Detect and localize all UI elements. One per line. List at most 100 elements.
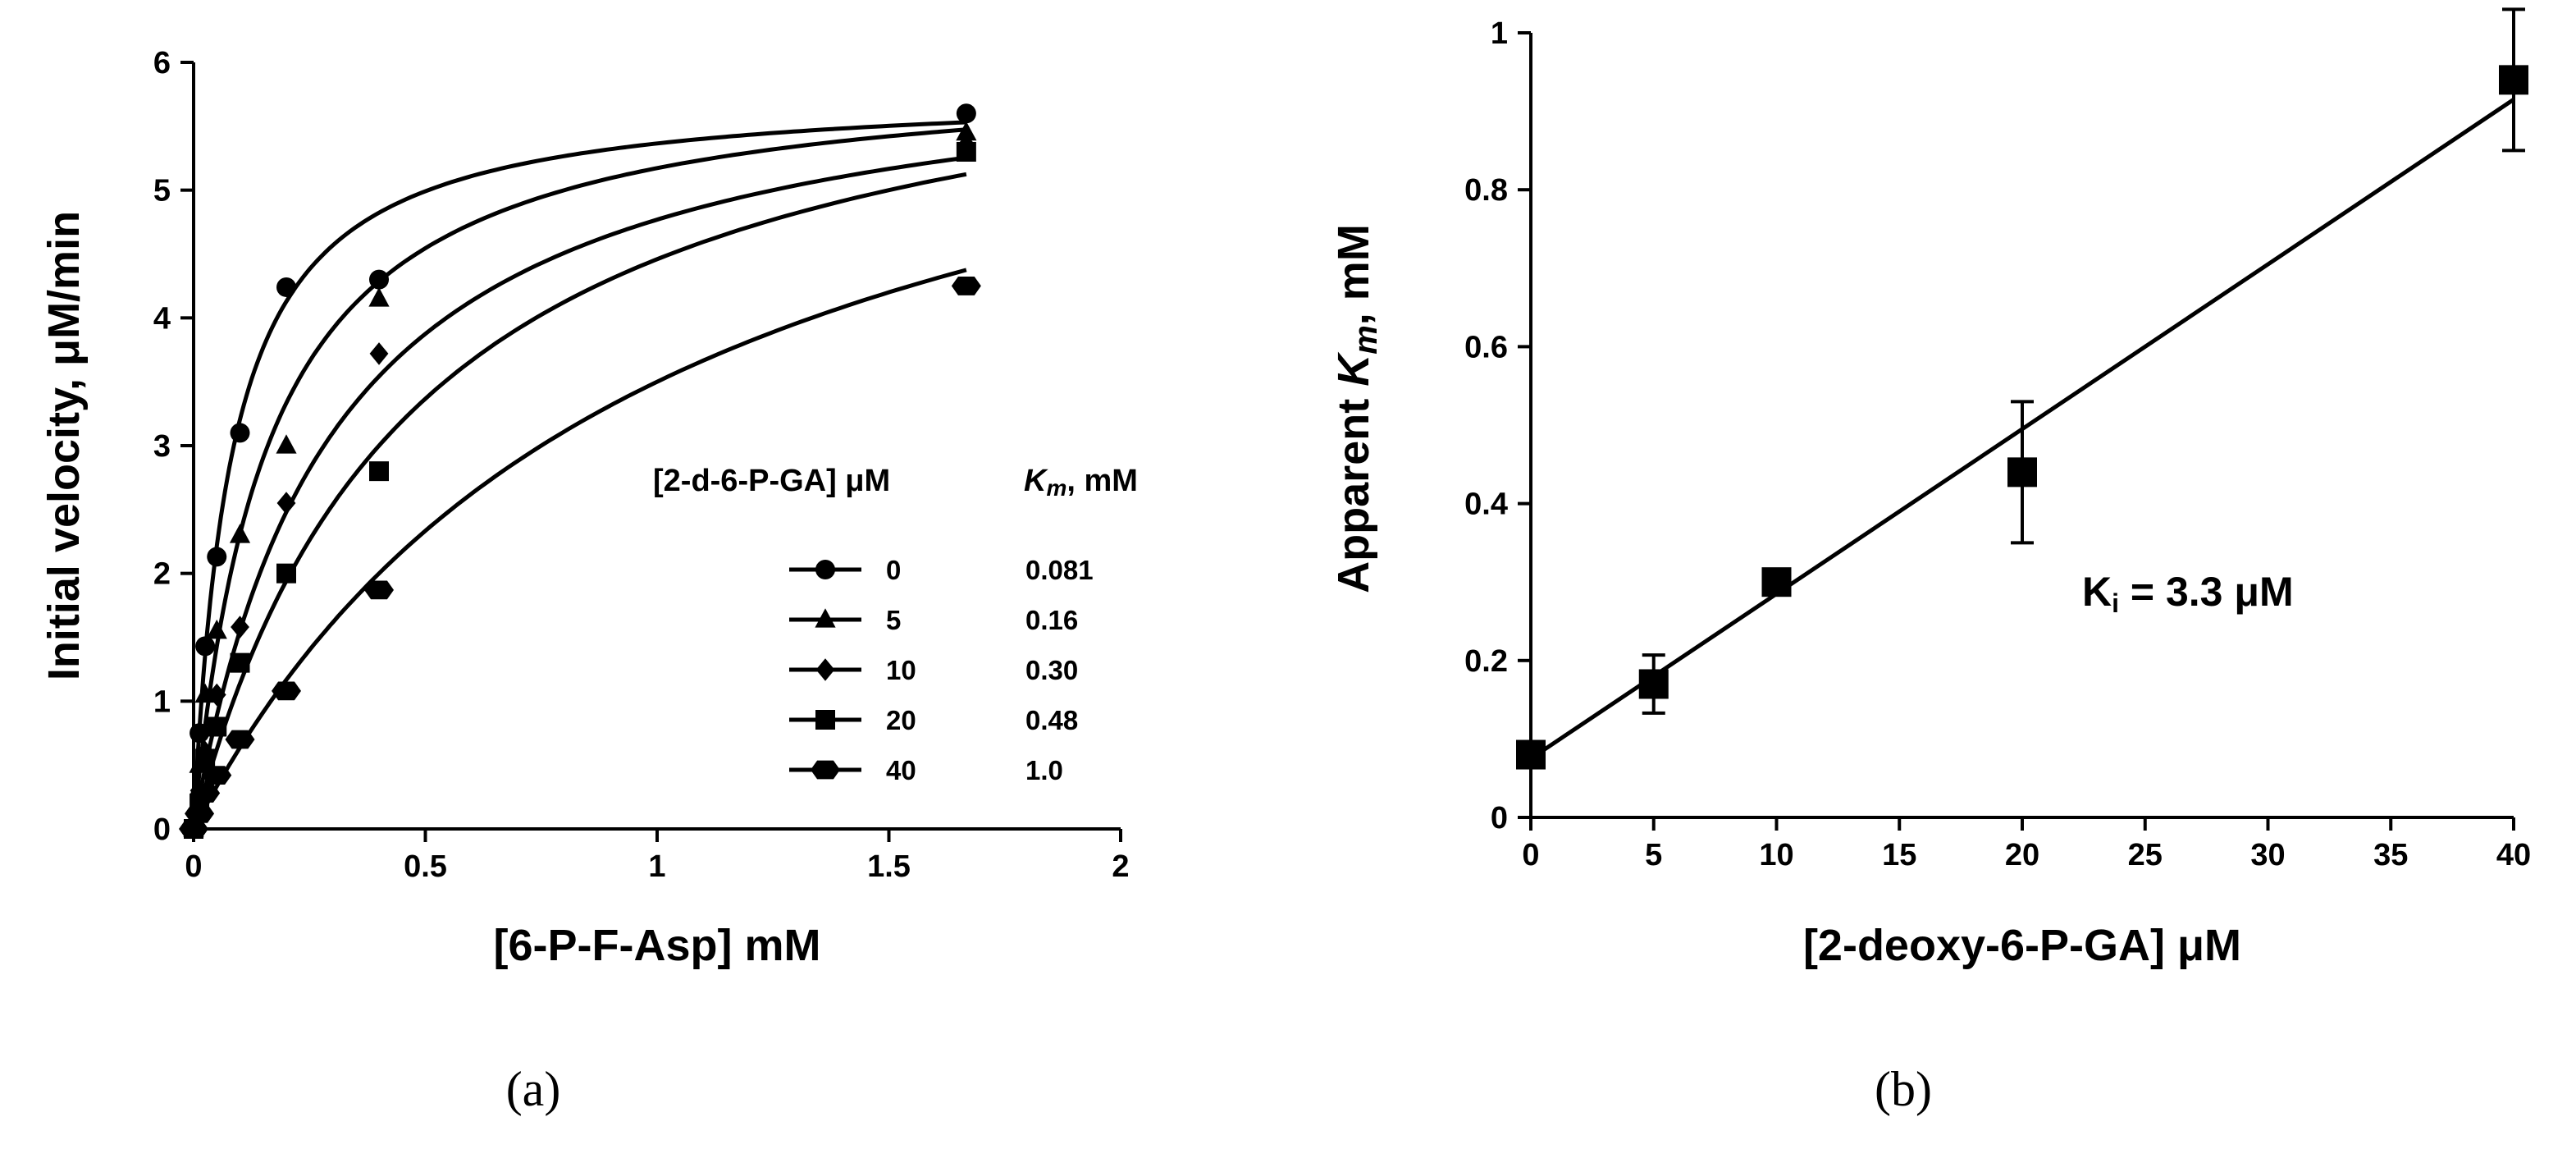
panel-a-point-series-40	[272, 681, 301, 701]
panel-b-data-point	[2007, 457, 2037, 488]
panel-a-point-series-40	[179, 819, 208, 839]
panel-b-x-tick-label: 10	[1759, 838, 1793, 872]
panel-b-y-tick-label: 0.6	[1464, 330, 1508, 364]
panel-a-curve-series-40	[191, 268, 967, 831]
panel-a-point-series-5	[368, 287, 390, 307]
panel-a-x-tick-label: 1	[648, 849, 665, 884]
panel-b-x-tick-label: 35	[2373, 838, 2408, 872]
panel-a-y-tick-label: 3	[153, 429, 171, 464]
panel-a-y-tick-label: 1	[153, 684, 171, 719]
panel-a-point-series-40	[202, 766, 232, 785]
panel-a-point-series-0	[276, 277, 296, 297]
panel-a-y-tick-label: 6	[153, 46, 171, 80]
panel-b-data-point	[2499, 65, 2528, 95]
panel-a-point-series-5	[956, 121, 977, 141]
panel-b-data-point	[1761, 567, 1792, 597]
panel-a-point-series-0	[369, 269, 389, 290]
panel-a-point-series-0	[956, 103, 976, 124]
panel-b-y-title-suffix: , mM	[1329, 224, 1378, 325]
panel-a-point-series-0	[190, 723, 210, 744]
panel-b-label: (b)	[1875, 1062, 1932, 1116]
panel-a-point-series-40	[364, 580, 394, 600]
chart-panel-b: 0 5 10 15 20 25 30 35 40 0 0.2 0.4 0.6 0.8 1 [2-deoxy…	[1329, 7, 2531, 1116]
panel-a-point-series-0	[207, 547, 227, 567]
panel-b-x-tick-label: 30	[2250, 838, 2285, 872]
panel-a-point-series-20	[207, 716, 227, 737]
panel-b-y-tick-label: 0	[1491, 801, 1508, 835]
panel-a-point-series-20	[956, 141, 976, 162]
legend-marker-series-0	[815, 560, 835, 579]
panel-a-point-series-5	[276, 434, 297, 454]
legend-header-km-unit: , mM	[1066, 464, 1138, 498]
panel-a-x-tick-label: 0.5	[404, 849, 447, 884]
panel-a-point-series-10	[231, 616, 249, 639]
ki-annotation-k: K	[2082, 569, 2112, 615]
panel-a-curve-series-0	[191, 120, 966, 830]
panel-a-point-series-20	[276, 563, 296, 584]
panel-a-point-series-0	[195, 636, 216, 657]
panel-a-point-series-40	[190, 784, 221, 803]
panel-a-point-series-10	[207, 683, 226, 707]
panel-b-x-axis-title: [2-deoxy-6-P-GA] μM	[1803, 921, 2241, 970]
panel-a-point-series-0	[230, 423, 250, 443]
panel-a-x-tick-label: 0	[185, 849, 202, 884]
panel-b-y-tick-label: 0.8	[1464, 173, 1508, 208]
ki-annotation-sub: i	[2112, 588, 2119, 618]
panel-a-curve-series-10	[191, 155, 967, 830]
legend-km-series-0: 0.081	[1025, 555, 1094, 585]
panel-a-curve-series-20	[191, 172, 967, 830]
panel-b-x-tick-label: 20	[2005, 838, 2039, 872]
legend-km-series-20: 0.48	[1025, 705, 1078, 735]
panel-a-point-series-20	[230, 652, 250, 673]
panel-b-x-tick-label: 15	[1882, 838, 1916, 872]
legend-label-series-40: 40	[886, 755, 916, 785]
legend-km-series-40: 1.0	[1025, 755, 1063, 785]
legend-header-km: Km, mM	[1024, 464, 1138, 501]
panel-a-point-series-5	[229, 524, 251, 543]
legend-label-series-5: 5	[886, 605, 901, 635]
legend-marker-series-40	[811, 760, 840, 780]
panel-b-data-point	[1638, 669, 1669, 699]
panel-b-x-tick-label: 40	[2496, 838, 2531, 872]
legend-label-series-0: 0	[886, 555, 901, 585]
panel-b-y-title-k: K	[1329, 351, 1378, 387]
panel-b-y-title-sub: m	[1348, 325, 1384, 355]
legend-label-series-20: 20	[886, 705, 916, 735]
legend-header-km-sub: m	[1046, 475, 1066, 501]
panel-b-x-tick-label: 25	[2128, 838, 2163, 872]
panel-a-x-tick-label: 2	[1112, 849, 1129, 884]
panel-b-ki-annotation: Ki = 3.3 μM	[2082, 569, 2294, 618]
panel-a-y-tick-label: 4	[153, 301, 171, 336]
panel-a-point-series-40	[185, 803, 215, 823]
ki-annotation-value: = 3.3 μM	[2119, 569, 2294, 615]
panel-a-label: (a)	[506, 1062, 561, 1116]
panel-a-point-series-40	[225, 730, 255, 749]
panel-b-y-axis-title: Apparent Km, mM	[1329, 224, 1384, 593]
panel-a-legend: [2-d-6-P-GA] μM Km, mM 0 0.081 5 0.16 10 0.30…	[653, 464, 1138, 785]
panel-b-x-tick-label: 5	[1645, 838, 1662, 872]
panel-a-point-series-10	[369, 342, 389, 365]
legend-label-series-10: 10	[886, 655, 916, 685]
panel-b-data-point	[1516, 739, 1546, 770]
panel-a-point-series-20	[369, 461, 389, 482]
panel-b-y-title-prefix: Apparent	[1329, 387, 1378, 593]
panel-b-x-tick-label: 0	[1522, 838, 1539, 872]
panel-a-curve-series-5	[191, 127, 967, 830]
panel-b-y-tick-label: 0.2	[1464, 644, 1508, 679]
panel-a-point-series-5	[206, 619, 227, 639]
legend-marker-series-10	[815, 658, 835, 681]
legend-marker-series-5	[815, 608, 836, 628]
legend-km-series-5: 0.16	[1025, 605, 1078, 635]
panel-a-y-tick-label: 5	[153, 174, 171, 208]
legend-header-km-symbol: K	[1024, 464, 1048, 498]
panel-a-y-tick-label: 2	[153, 557, 171, 592]
legend-marker-series-20	[815, 710, 835, 730]
legend-header-concentration: [2-d-6-P-GA] μM	[653, 464, 890, 498]
legend-km-series-10: 0.30	[1025, 655, 1078, 685]
panel-b-y-tick-label: 1	[1491, 16, 1508, 51]
panel-a-point-series-10	[276, 492, 296, 515]
panel-a-x-axis-title: [6-P-F-Asp] mM	[494, 921, 821, 970]
panel-a-y-tick-label: 0	[153, 813, 171, 847]
panel-a-point-series-40	[951, 277, 981, 295]
chart-panel-a: 0 0.5 1 1.5 2 0 1 2 3 4 5 6 [6-P-F-Asp] mM Initial…	[39, 46, 1138, 1116]
